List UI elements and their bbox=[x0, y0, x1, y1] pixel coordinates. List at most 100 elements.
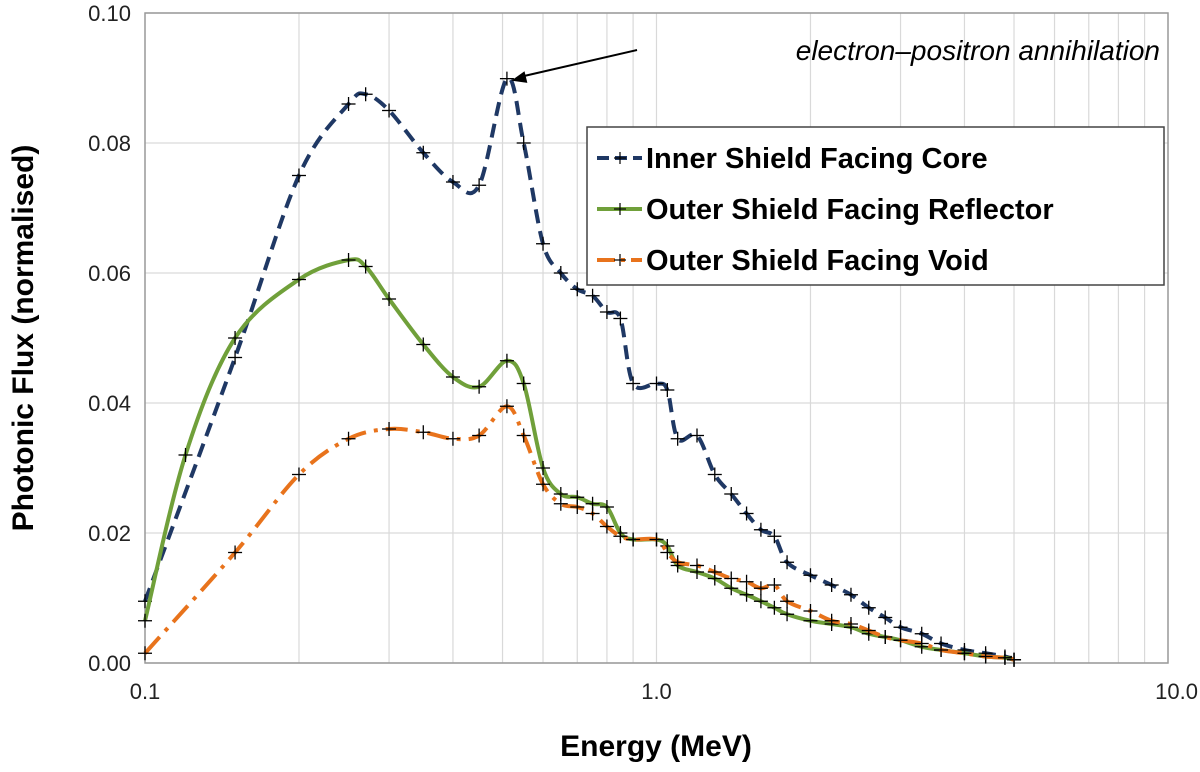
series-marker-2 bbox=[445, 431, 460, 446]
series-marker-2 bbox=[843, 617, 858, 631]
y-axis-title: Photonic Flux (normalised) bbox=[7, 145, 40, 532]
series-marker-0 bbox=[585, 288, 600, 303]
series-marker-0 bbox=[536, 236, 551, 251]
series-marker-1 bbox=[138, 613, 152, 628]
series-marker-1 bbox=[599, 500, 614, 514]
tick-layer: 0.00 0.02 0.04 0.06 0.08 0.10 0.1 1.0 10.0 bbox=[88, 1, 1198, 704]
series-marker-0 bbox=[878, 610, 893, 625]
y-tick-label: 0.10 bbox=[88, 1, 131, 26]
series-marker-0 bbox=[660, 383, 675, 397]
series-marker-0 bbox=[707, 467, 722, 482]
series-marker-0 bbox=[843, 587, 858, 602]
series-marker-0 bbox=[670, 431, 685, 446]
series-marker-0 bbox=[291, 168, 306, 183]
series-marker-2 bbox=[957, 646, 972, 661]
legend-box bbox=[586, 126, 1165, 286]
series-marker-2 bbox=[570, 500, 585, 514]
series-marker-2 bbox=[767, 578, 782, 592]
series-marker-0 bbox=[803, 568, 818, 583]
series-marker-2 bbox=[707, 565, 722, 579]
series-marker-0 bbox=[472, 178, 487, 193]
series-marker-2 bbox=[824, 613, 839, 628]
series-marker-1 bbox=[472, 379, 487, 394]
series-marker-2 bbox=[914, 636, 929, 651]
x-axis-title: Energy (MeV) bbox=[560, 730, 752, 763]
series-marker-1 bbox=[739, 587, 754, 602]
series-marker-2 bbox=[753, 581, 768, 596]
series-marker-2 bbox=[626, 532, 641, 547]
series-marker-0 bbox=[861, 600, 876, 615]
series-marker-2 bbox=[660, 545, 675, 560]
series-marker-2 bbox=[670, 555, 685, 570]
series-marker-2 bbox=[803, 604, 818, 618]
legend-label: Outer Shield Facing Void bbox=[646, 245, 989, 277]
series-marker-1 bbox=[767, 600, 782, 615]
series-marker-0 bbox=[690, 428, 705, 443]
annotation: electron–positron annihilation bbox=[511, 35, 1160, 83]
series-marker-2 bbox=[690, 558, 705, 573]
series-marker-1 bbox=[358, 259, 373, 274]
series-marker-0 bbox=[341, 97, 356, 111]
legend-entries: Inner Shield Facing Core Outer Shield Fac… bbox=[597, 143, 1054, 277]
legend: Inner Shield Facing Core Outer Shield Fac… bbox=[586, 126, 1165, 286]
series-marker-2 bbox=[878, 630, 893, 644]
series-marker-0 bbox=[599, 305, 614, 319]
annotation-arrowhead bbox=[511, 71, 528, 83]
plot-frame bbox=[144, 12, 1169, 664]
y-tick-label: 0.04 bbox=[88, 391, 131, 416]
series-marker-2 bbox=[997, 650, 1012, 665]
series-line-2 bbox=[143, 404, 1015, 662]
series-marker-0 bbox=[893, 620, 908, 635]
series-marker-2 bbox=[553, 496, 568, 511]
series-marker-0 bbox=[516, 136, 531, 150]
series-marker-2 bbox=[1007, 652, 1022, 667]
legend-label: Outer Shield Facing Reflector bbox=[646, 194, 1054, 226]
series-marker-1 bbox=[499, 353, 514, 368]
series-marker-2 bbox=[516, 428, 531, 443]
y-tick-label: 0.06 bbox=[88, 261, 131, 286]
series-marker-1 bbox=[516, 376, 531, 391]
series-marker-2 bbox=[893, 633, 908, 648]
series-marker-1 bbox=[753, 594, 768, 609]
legend-label: Inner Shield Facing Core bbox=[646, 143, 988, 175]
series-marker-2 bbox=[499, 399, 514, 414]
x-tick-label: 10.0 bbox=[1155, 679, 1198, 704]
series-marker-0 bbox=[553, 266, 568, 280]
series-marker-0 bbox=[570, 282, 585, 297]
series-marker-2 bbox=[934, 643, 949, 657]
series-marker-2 bbox=[416, 425, 431, 440]
series-marker-1 bbox=[416, 337, 431, 352]
series-marker-2 bbox=[724, 571, 739, 586]
series-marker-1 bbox=[228, 331, 243, 345]
series-marker-2 bbox=[649, 532, 664, 547]
grid bbox=[145, 12, 1168, 664]
series-marker-0 bbox=[499, 71, 514, 86]
y-tick-label: 0.02 bbox=[88, 521, 131, 546]
series-marker-1 bbox=[445, 370, 460, 384]
series-marker-2 bbox=[585, 506, 600, 521]
series-marker-0 bbox=[649, 376, 664, 391]
series-marker-2 bbox=[291, 467, 306, 482]
series-marker-0 bbox=[358, 87, 373, 102]
annotation-arrow bbox=[521, 49, 638, 78]
series-marker-0 bbox=[626, 376, 641, 391]
x-tick-label: 0.1 bbox=[130, 679, 161, 704]
series-marker-1 bbox=[536, 461, 551, 475]
series-line-1 bbox=[143, 257, 1015, 662]
series-marker-2 bbox=[739, 574, 754, 589]
series-marker-0 bbox=[739, 506, 754, 521]
y-tick-label: 0.00 bbox=[88, 651, 131, 676]
series-marker-0 bbox=[724, 487, 739, 501]
series-marker-2 bbox=[599, 519, 614, 534]
series-marker-0 bbox=[382, 103, 397, 118]
series-marker-2 bbox=[861, 623, 876, 638]
series-marker-0 bbox=[780, 555, 795, 570]
series-marker-2 bbox=[613, 529, 628, 544]
series-marker-1 bbox=[341, 253, 356, 267]
series-marker-1 bbox=[780, 607, 795, 622]
series-marker-2 bbox=[780, 594, 795, 609]
series-marker-0 bbox=[753, 522, 768, 537]
series-marker-2 bbox=[472, 428, 487, 443]
series-marker-0 bbox=[228, 350, 243, 365]
series-marker-0 bbox=[416, 145, 431, 160]
